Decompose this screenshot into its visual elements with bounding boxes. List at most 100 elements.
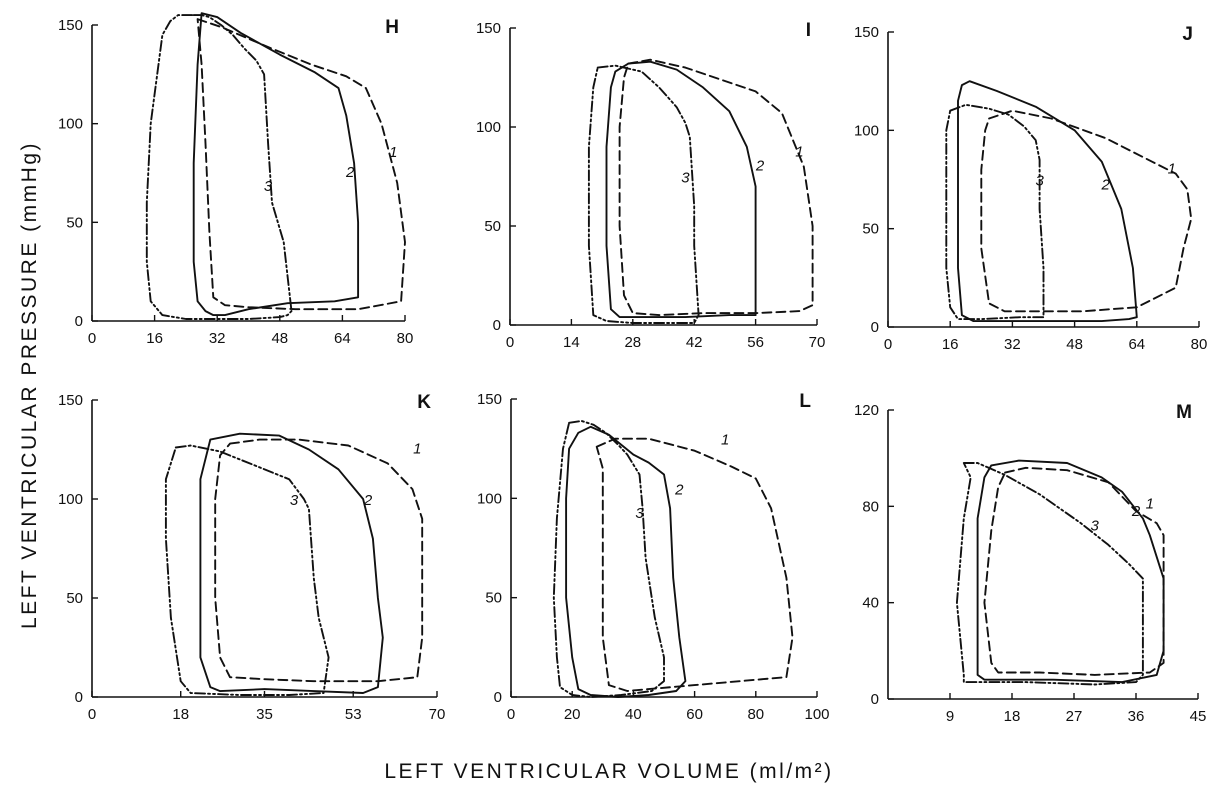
curve-label-1: 1 <box>1146 496 1154 513</box>
y-tick-label: 40 <box>862 595 879 612</box>
curve-label-1: 1 <box>389 144 397 161</box>
pv-loop-3 <box>587 64 700 324</box>
x-tick-label: 70 <box>429 706 446 723</box>
y-tick-label: 50 <box>484 218 501 235</box>
y-tick-label: 50 <box>66 214 83 231</box>
curve-label-3: 3 <box>1035 172 1044 189</box>
panel-letter: I <box>806 20 811 41</box>
y-tick-label: 0 <box>871 691 879 708</box>
curve-label-3: 3 <box>264 178 273 195</box>
y-tick-label: 150 <box>854 24 879 41</box>
pv-loop-3 <box>164 444 330 696</box>
panel-letter: J <box>1182 24 1193 45</box>
curve-label-1: 1 <box>1168 161 1176 178</box>
x-tick-label: 16 <box>146 330 163 347</box>
y-tick-label: 0 <box>871 319 879 336</box>
x-tick-label: 0 <box>88 706 96 723</box>
curve-label-1: 1 <box>795 144 803 161</box>
pv-loop-1 <box>214 438 424 683</box>
pv-loop-1 <box>980 109 1193 313</box>
x-tick-label: 0 <box>884 336 892 353</box>
panel-i: 0 50 100 150 0 14 28 42 56 70 I 1 2 3 <box>476 20 825 351</box>
pv-loop-3 <box>552 419 665 698</box>
curve-label-2: 2 <box>363 492 373 509</box>
pv-loop-2 <box>605 60 757 319</box>
y-tick-label: 100 <box>58 491 83 508</box>
x-tick-label: 60 <box>686 706 703 723</box>
x-axis-title: LEFT VENTRICULAR VOLUME (ml/m²) <box>384 760 833 783</box>
curve-label-2: 2 <box>1101 176 1111 193</box>
y-axis-title: LEFT VENTRICULAR PRESSURE (mmHg) <box>18 141 41 629</box>
pv-loop-2 <box>192 12 360 317</box>
y-tick-label: 100 <box>476 119 501 136</box>
curve-label-3: 3 <box>290 492 299 509</box>
x-tick-label: 0 <box>507 706 515 723</box>
x-tick-label: 40 <box>625 706 642 723</box>
x-tick-label: 9 <box>946 708 954 725</box>
curve-label-2: 2 <box>755 158 765 175</box>
x-tick-label: 64 <box>1128 336 1145 353</box>
panel-m: 0 40 80 120 9 18 27 36 45 M 12 3 <box>854 402 1206 725</box>
pv-loop-2 <box>199 432 384 694</box>
x-tick-label: 32 <box>209 330 226 347</box>
curve-label-3: 3 <box>1090 517 1099 534</box>
x-tick-label: 32 <box>1004 336 1021 353</box>
y-tick-label: 80 <box>862 498 879 515</box>
panel-k: 0 50 100 150 0 18 35 53 70 K 1 2 3 <box>58 392 445 723</box>
x-tick-label: 35 <box>256 706 273 723</box>
y-tick-label: 150 <box>58 17 83 34</box>
y-tick-label: 0 <box>493 317 501 334</box>
y-tick-label: 0 <box>75 689 83 706</box>
x-tick-label: 53 <box>345 706 362 723</box>
pv-loop-3 <box>145 14 293 320</box>
curve-label-2: 2 <box>674 481 684 498</box>
y-tick-label: 120 <box>854 402 879 419</box>
pv-loop-2 <box>565 425 687 698</box>
x-tick-label: 56 <box>747 334 764 351</box>
y-tick-label: 100 <box>58 116 83 133</box>
x-tick-label: 0 <box>506 334 514 351</box>
x-tick-label: 0 <box>88 330 96 347</box>
pv-loop-2 <box>957 80 1138 323</box>
y-tick-label: 50 <box>66 590 83 607</box>
x-tick-label: 80 <box>397 330 414 347</box>
curve-label-3: 3 <box>635 505 644 522</box>
pv-loop-2 <box>976 459 1165 684</box>
x-tick-label: 70 <box>809 334 826 351</box>
x-tick-label: 48 <box>271 330 288 347</box>
x-tick-label: 20 <box>564 706 581 723</box>
pv-loop-1 <box>595 437 794 692</box>
x-tick-label: 80 <box>1191 336 1208 353</box>
x-tick-label: 18 <box>172 706 189 723</box>
panel-letter: K <box>417 392 431 413</box>
panel-j: 0 50 100 150 0 16 32 48 64 80 J 1 2 3 <box>854 24 1207 353</box>
x-tick-label: 14 <box>563 334 580 351</box>
pv-loop-1 <box>196 18 406 311</box>
panel-letter: M <box>1176 402 1192 423</box>
x-tick-label: 80 <box>747 706 764 723</box>
y-tick-label: 50 <box>862 221 879 238</box>
x-tick-label: 100 <box>804 706 829 723</box>
y-tick-label: 150 <box>58 392 83 409</box>
pv-loop-1 <box>618 58 814 317</box>
x-tick-label: 36 <box>1128 708 1145 725</box>
panel-letter: L <box>799 391 811 412</box>
panel-h: 0 50 100 150 0 16 32 48 64 80 H 1 2 3 <box>58 12 414 347</box>
y-tick-label: 0 <box>494 689 502 706</box>
x-tick-label: 45 <box>1190 708 1207 725</box>
x-tick-label: 18 <box>1004 708 1021 725</box>
x-tick-label: 64 <box>334 330 351 347</box>
curve-label-3: 3 <box>681 169 690 186</box>
curve-label-2: 2 <box>1131 503 1141 520</box>
y-tick-label: 100 <box>477 490 502 507</box>
x-tick-label: 42 <box>686 334 703 351</box>
pv-loop-3 <box>955 462 1144 686</box>
y-tick-label: 50 <box>485 590 502 607</box>
curve-label-1: 1 <box>413 440 421 457</box>
curve-label-1: 1 <box>721 432 729 449</box>
curve-label-2: 2 <box>345 164 355 181</box>
y-tick-label: 150 <box>476 20 501 37</box>
panel-letter: H <box>385 17 399 38</box>
x-tick-label: 48 <box>1066 336 1083 353</box>
